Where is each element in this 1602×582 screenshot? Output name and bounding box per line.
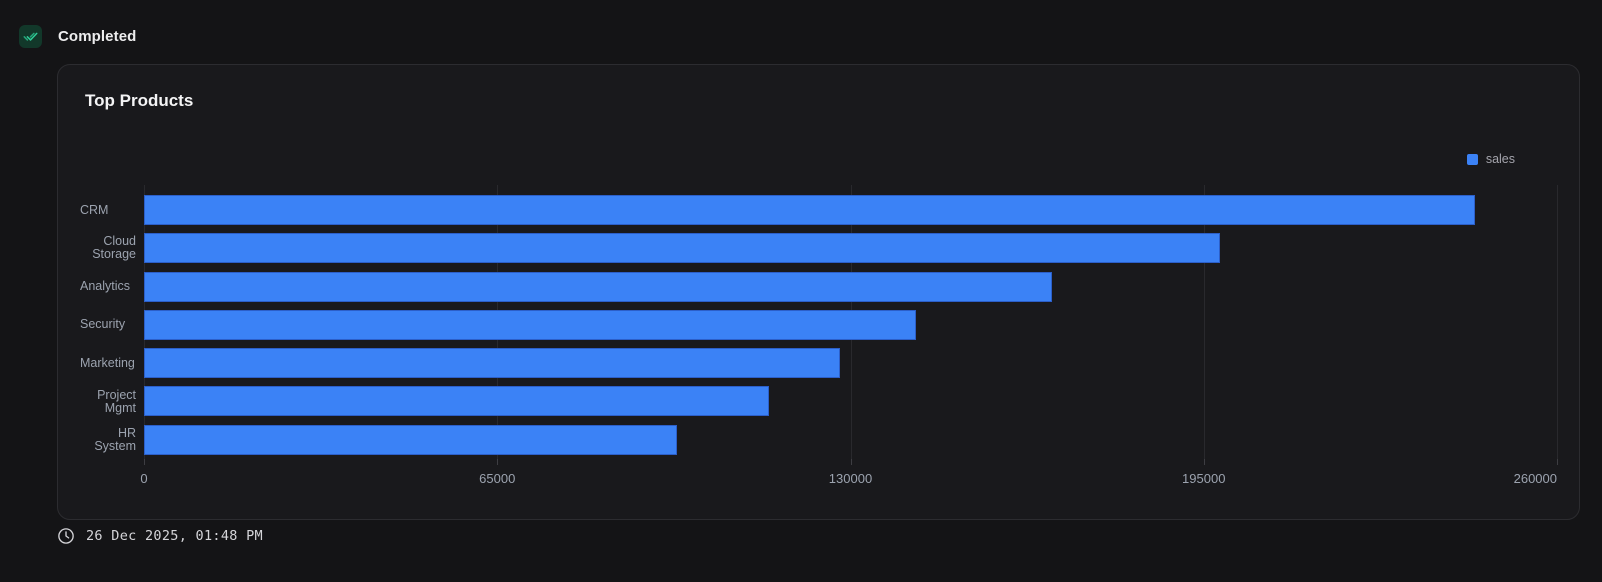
bar-row: CRM <box>80 191 1557 229</box>
x-tick-label: 130000 <box>828 471 873 486</box>
axis-tick <box>1557 459 1558 465</box>
gridline <box>1557 185 1558 459</box>
bar-row: Marketing <box>80 344 1557 382</box>
gridline <box>1203 185 1205 459</box>
bar-sales[interactable] <box>144 424 677 455</box>
plot-area: 0 65000 130000 195000 260000 CRM Cloud Storage… <box>80 185 1558 486</box>
y-axis-label: CRM <box>80 202 109 217</box>
bar-sales[interactable] <box>144 348 840 379</box>
y-axis-label: Marketing <box>80 355 135 370</box>
legend-label-sales: sales <box>1485 152 1515 166</box>
footer-timestamp: 26 Dec 2025, 01:48 PM <box>86 528 263 544</box>
bar-sales[interactable] <box>144 233 1221 264</box>
y-axis-label: HR System <box>94 425 136 453</box>
timestamp-row: 26 Dec 2025, 01:48 PM <box>57 527 263 545</box>
x-tick-label: 260000 <box>1513 471 1557 486</box>
double-check-icon <box>23 29 38 44</box>
chart-title: Top Products <box>85 91 194 110</box>
status-label: Completed <box>58 28 137 45</box>
bar-sales[interactable] <box>144 271 1052 302</box>
x-tick-label: 0 <box>140 471 148 486</box>
y-axis-label: Analytics <box>80 279 131 294</box>
bar-row: Security <box>80 306 1557 344</box>
status-row: Completed <box>19 25 136 48</box>
bar-sales[interactable] <box>144 309 916 340</box>
x-tick-label: 65000 <box>479 471 516 486</box>
axis-tick <box>850 459 852 465</box>
axis-tick <box>1203 459 1205 465</box>
bar-row: Project Mgmt <box>97 382 1557 420</box>
legend-swatch-sales <box>1466 153 1478 165</box>
bar-sales[interactable] <box>144 195 1476 225</box>
axis-tick <box>497 459 499 465</box>
axis-tick <box>144 459 145 465</box>
chart-legend: sales <box>1466 152 1515 166</box>
bar-row: Cloud Storage <box>92 229 1557 267</box>
clock-icon <box>57 527 75 545</box>
x-tick-label: 195000 <box>1182 471 1226 486</box>
status-badge <box>19 25 42 48</box>
bar-row: HR System <box>94 421 1557 459</box>
bar-sales[interactable] <box>144 386 769 417</box>
y-axis-label: Security <box>80 317 126 332</box>
bar-row: Analytics <box>80 268 1557 306</box>
y-axis-label: Cloud Storage <box>92 234 136 262</box>
chart-card: Top Products sales 0 65000 130000 195000 260… <box>57 64 1580 520</box>
y-axis-label: Project Mgmt <box>97 387 136 415</box>
